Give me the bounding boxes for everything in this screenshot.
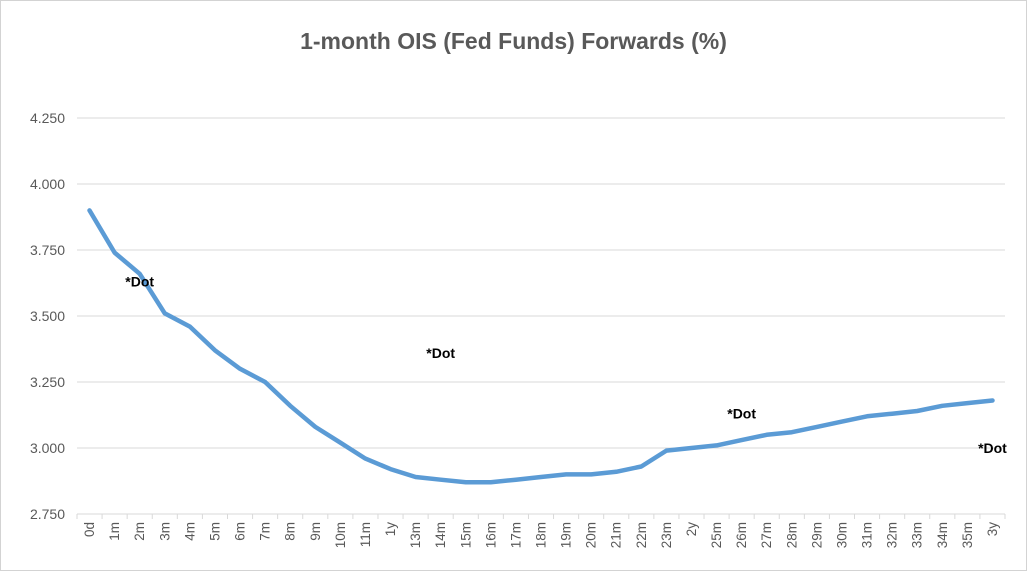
x-axis-tick-label: 13m [408, 522, 423, 548]
dot-annotation-label: *Dot [727, 406, 756, 422]
x-axis-tick-label: 18m [534, 522, 549, 548]
x-axis-tick-label: 19m [559, 522, 574, 548]
x-axis-tick-label: 16m [483, 522, 498, 548]
x-axis-tick-label: 11m [358, 522, 373, 547]
dot-annotation-label: *Dot [125, 274, 154, 290]
x-axis-tick-label: 10m [333, 522, 348, 548]
y-axis-tick-label: 3.000 [30, 440, 65, 456]
x-axis-tick-label: 2y [684, 522, 699, 537]
x-axis-tick-label: 28m [784, 522, 799, 548]
x-axis-tick-label: 27m [759, 522, 774, 548]
x-axis-tick-label: 32m [885, 522, 900, 548]
x-axis-tick-label: 17m [508, 522, 523, 548]
y-axis-tick-label: 4.250 [30, 110, 65, 126]
x-axis-tick-label: 2m [132, 522, 147, 541]
x-axis-tick-label: 15m [458, 522, 473, 548]
chart-title: 1-month OIS (Fed Funds) Forwards (%) [300, 28, 727, 54]
x-axis-tick-label: 9m [308, 522, 323, 541]
x-axis-tick-label: 21m [609, 522, 624, 548]
x-axis-tick-label: 33m [910, 522, 925, 548]
x-axis-tick-label: 26m [734, 522, 749, 548]
x-axis-tick-label: 7m [258, 522, 273, 541]
x-axis-tick-label: 14m [433, 522, 448, 548]
x-axis-tick-label: 1m [107, 522, 122, 541]
x-axis-tick-label: 5m [207, 522, 222, 541]
x-axis-tick-label: 30m [834, 522, 849, 548]
x-axis-tick-label: 3y [985, 522, 1000, 537]
x-axis-tick-label: 1y [383, 522, 398, 537]
x-axis-tick-label: 29m [809, 522, 824, 548]
x-axis-tick-label: 31m [860, 522, 875, 548]
x-axis-tick-label: 35m [960, 522, 975, 548]
x-axis-tick-label: 20m [584, 522, 599, 548]
dot-annotation-label: *Dot [978, 440, 1007, 456]
y-axis-tick-label: 3.750 [30, 242, 65, 258]
x-axis-tick-label: 23m [659, 522, 674, 548]
x-axis-tick-label: 3m [157, 522, 172, 541]
x-axis-tick-label: 8m [283, 522, 298, 541]
x-axis-tick-label: 6m [233, 522, 248, 541]
x-axis-tick-label: 25m [709, 522, 724, 548]
x-axis-tick-label: 4m [182, 522, 197, 541]
y-axis-tick-label: 3.250 [30, 374, 65, 390]
forwards-curve-series [87, 208, 995, 485]
y-axis-tick-label: 3.500 [30, 308, 65, 324]
y-axis-tick-label: 4.000 [30, 176, 65, 192]
x-axis-tick-label: 34m [935, 522, 950, 548]
x-axis-tick-label: 0d [82, 522, 97, 537]
x-axis-tick-label: 22m [634, 522, 649, 548]
dot-annotation-label: *Dot [426, 345, 455, 361]
y-axis-tick-label: 2.750 [30, 506, 65, 522]
